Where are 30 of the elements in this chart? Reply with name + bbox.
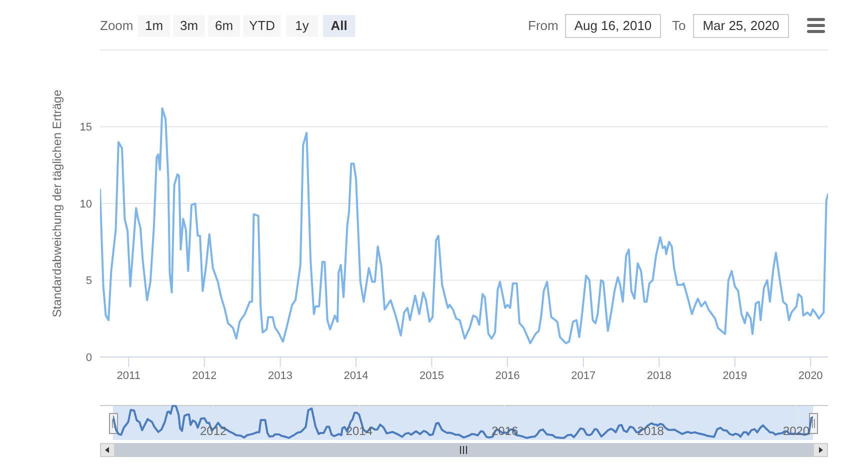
x-tick-label: 2016 [495,370,520,382]
text: To [672,18,686,33]
x-tick-label: 2014 [344,370,368,382]
x-tick-label: 2011 [116,370,140,382]
y-axis-title: Standardabweichung der täglichen Erträge [50,89,64,318]
y-tick-label: 10 [80,198,92,210]
text: 3m [173,15,205,37]
text: Zoom [100,18,134,33]
y-tick-label: 5 [86,275,92,288]
y-tick-label: 0 [86,352,92,364]
text: Aug 16, 2010 [565,14,661,38]
x-tick-label: 2019 [722,370,748,382]
text: YTD [243,15,281,37]
x-tick-label: 2013 [268,370,293,382]
x-tick-label: 2012 [192,370,217,382]
x-tick-label: 2018 [646,370,672,382]
x-tick-label: 2014 [346,424,373,438]
text: Mar 25, 2020 [693,14,789,38]
line-series [100,107,828,344]
text: 6m [208,15,240,37]
text: 1m [138,15,170,37]
x-tick-label: 2012 [200,424,228,438]
text: From [528,18,558,33]
x-tick-label: 2017 [571,370,596,382]
text: All [323,15,355,37]
text: 1y [286,15,318,37]
x-tick-label: 2015 [419,370,444,382]
x-tick-label: 2018 [637,424,664,438]
y-tick-label: 15 [80,122,92,134]
x-tick-label: 2020 [798,370,823,382]
